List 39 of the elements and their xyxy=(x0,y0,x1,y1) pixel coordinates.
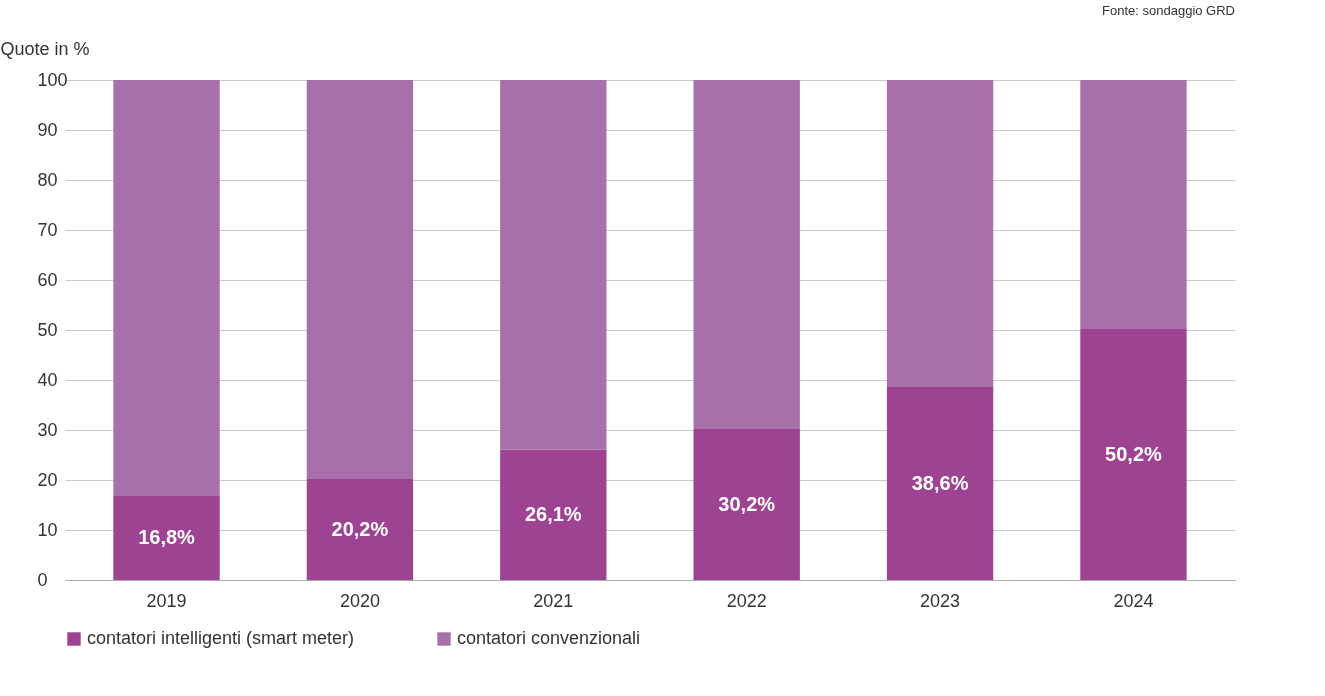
legend-label: contatori convenzionali xyxy=(457,628,641,648)
y-tick-label: 50 xyxy=(37,319,58,340)
bar xyxy=(1080,329,1187,580)
bar xyxy=(886,387,994,580)
bar xyxy=(113,80,220,496)
bar xyxy=(886,80,994,387)
y-tick-label: 80 xyxy=(37,169,58,190)
x-tick-label: 2019 xyxy=(146,590,187,611)
bar xyxy=(306,80,414,479)
y-tick-label: 100 xyxy=(37,69,68,90)
bar xyxy=(693,80,800,429)
bar xyxy=(306,479,414,580)
y-tick-label: 90 xyxy=(37,119,58,140)
y-tick-label: 70 xyxy=(37,219,58,240)
data-label: 26,1% xyxy=(524,502,582,525)
x-tick-label: 2024 xyxy=(1113,590,1154,611)
bar xyxy=(113,496,220,580)
y-tick-label: 30 xyxy=(37,419,58,440)
data-label: 20,2% xyxy=(331,517,389,540)
bar xyxy=(500,80,607,450)
y-tick-label: 60 xyxy=(37,269,58,290)
y-tick-label: 0 xyxy=(37,569,48,590)
x-tick-label: 2022 xyxy=(726,590,767,611)
x-tick-label: 2021 xyxy=(533,590,574,611)
data-label: 38,6% xyxy=(911,471,969,494)
source-note: Fonte: sondaggio GRD xyxy=(1102,3,1235,18)
bar xyxy=(693,429,800,580)
legend-label: contatori intelligenti (smart meter) xyxy=(87,628,355,648)
data-label: 16,8% xyxy=(138,526,196,548)
bar xyxy=(500,449,607,580)
y-tick-label: 20 xyxy=(37,469,58,490)
x-tick-label: 2020 xyxy=(339,590,380,611)
y-axis-title: Quote in % xyxy=(0,38,90,59)
data-label: 50,2% xyxy=(1105,442,1163,465)
y-tick-label: 10 xyxy=(37,519,58,540)
bar xyxy=(1080,80,1187,329)
y-tick-label: 40 xyxy=(37,369,58,390)
x-tick-label: 2023 xyxy=(920,590,961,611)
data-label: 30,2% xyxy=(718,492,776,515)
